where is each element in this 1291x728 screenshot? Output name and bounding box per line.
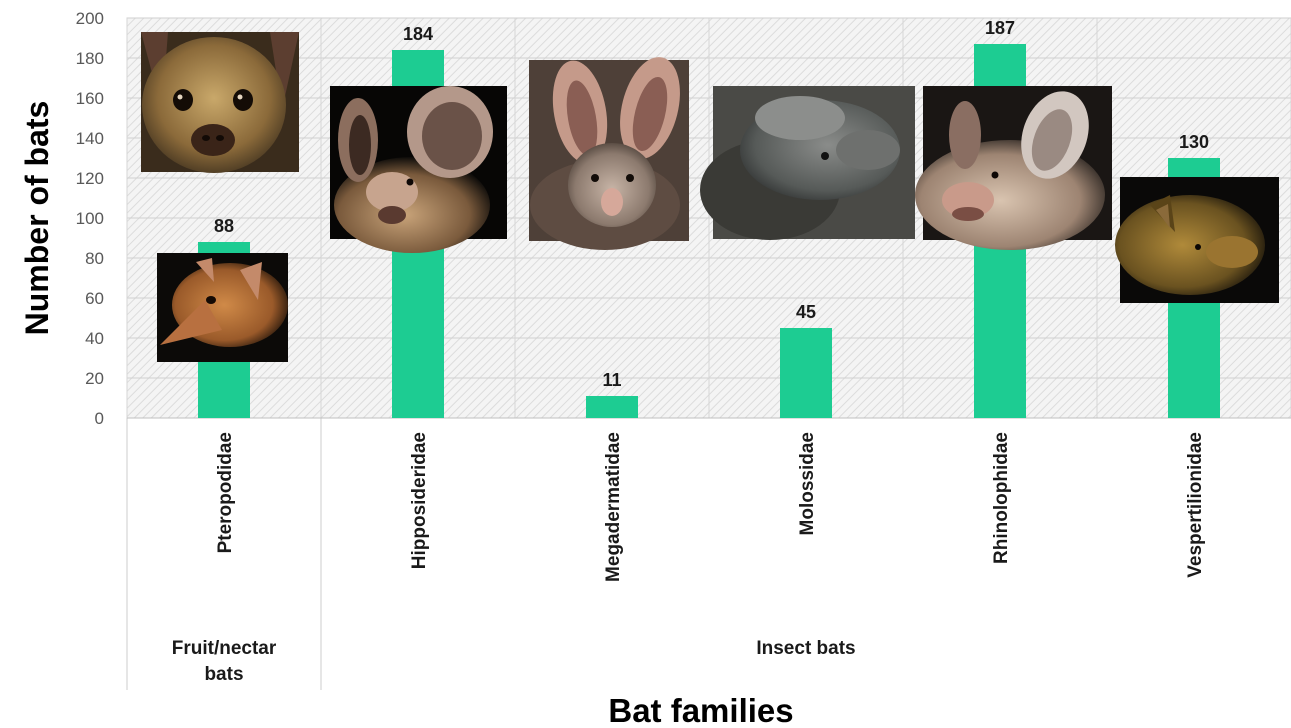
hipposiderid-bat-photo — [330, 86, 507, 253]
data-label: 88 — [214, 216, 234, 236]
molossid-bat-photo — [700, 86, 915, 240]
vespertilionid-bat-photo — [1115, 177, 1279, 303]
bar-megadermatidae — [586, 396, 638, 418]
bat-photos — [141, 32, 1279, 362]
data-label: 184 — [403, 24, 433, 44]
data-labels: 88 184 11 45 187 130 — [214, 18, 1209, 390]
data-label: 45 — [796, 302, 816, 322]
y-tick-label: 60 — [85, 289, 104, 308]
y-tick-label: 20 — [85, 369, 104, 388]
megadermatid-bat-photo — [529, 57, 689, 250]
category-label: Molossidae — [797, 432, 818, 535]
fruit-bat-face-photo — [141, 32, 299, 173]
y-tick-label: 140 — [76, 129, 104, 148]
y-axis-title: Number of bats — [19, 101, 55, 336]
y-axis-ticks: 0 20 40 60 80 100 120 140 160 180 200 — [76, 9, 104, 428]
category-label: Pteropodidae — [215, 432, 236, 553]
y-tick-label: 40 — [85, 329, 104, 348]
rhinolophid-bat-photo — [915, 86, 1112, 250]
category-dividers — [126, 18, 1291, 690]
group-label: Insect bats — [756, 638, 855, 659]
y-tick-label: 80 — [85, 249, 104, 268]
group-label: Fruit/nectar bats — [172, 638, 277, 685]
x-axis-title: Bat families — [608, 692, 793, 728]
y-tick-label: 100 — [76, 209, 104, 228]
bar-molossidae — [780, 328, 832, 418]
x-axis-category-labels: Pteropodidae Hipposideridae Megadermatidae… — [215, 432, 1206, 582]
data-label: 130 — [1179, 132, 1209, 152]
category-label: Vespertilionidae — [1185, 432, 1206, 578]
fruit-bat-profile-photo — [157, 253, 288, 362]
data-label: 187 — [985, 18, 1015, 38]
category-label: Megadermatidae — [603, 432, 624, 582]
y-tick-label: 120 — [76, 169, 104, 188]
y-tick-label: 180 — [76, 49, 104, 68]
x-axis-group-labels: Fruit/nectar bats Insect bats — [172, 638, 856, 685]
category-label: Hipposideridae — [409, 432, 430, 569]
y-tick-label: 160 — [76, 89, 104, 108]
y-tick-label: 200 — [76, 9, 104, 28]
y-tick-label: 0 — [95, 409, 104, 428]
category-label: Rhinolophidae — [991, 432, 1012, 564]
data-label: 11 — [602, 370, 621, 390]
